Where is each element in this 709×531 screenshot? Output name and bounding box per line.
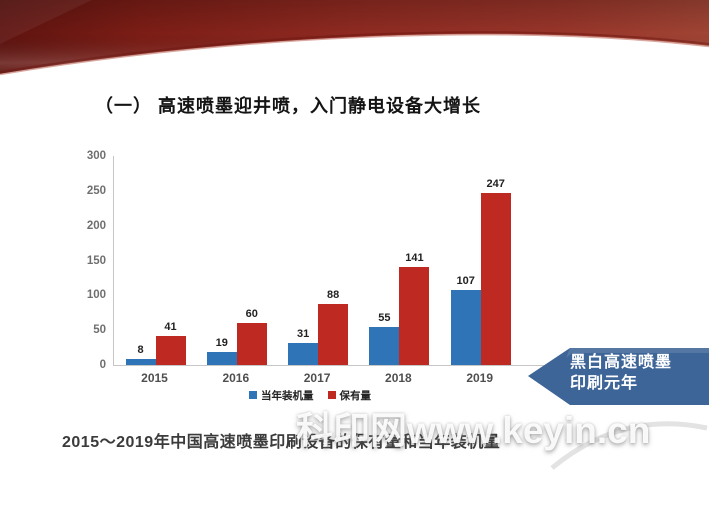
legend-label: 保有量 <box>339 389 372 402</box>
chart-legend: 当年装机量 保有量 <box>150 388 470 402</box>
bar-2016-当年装机量 <box>206 352 237 365</box>
y-tick-label: 150 <box>86 254 106 267</box>
y-tick-label: 250 <box>86 184 106 197</box>
bar-value-label: 60 <box>245 308 258 320</box>
bar-value-label: 107 <box>456 275 475 287</box>
legend-item: 当年装机量 <box>249 388 314 403</box>
y-tick-label: 100 <box>86 289 106 302</box>
chart-caption: 2015～2019年中国高速喷墨印刷设备的保有量和当年装机量 <box>62 434 501 451</box>
bar-2018-保有量 <box>399 267 430 365</box>
callout-line1: 黑白高速喷墨 <box>570 354 673 371</box>
legend-label: 当年装机量 <box>261 389 314 402</box>
y-tick-label: 300 <box>86 150 106 162</box>
bar-2017-当年装机量 <box>288 343 319 365</box>
x-tick-label: 2016 <box>222 371 250 385</box>
page-title: （一） 高速喷墨迎井喷，入门静电设备大增长 <box>95 96 481 116</box>
bar-value-label: 41 <box>164 321 177 333</box>
callout-arrow <box>528 348 709 405</box>
bar-2017-保有量 <box>318 304 349 365</box>
bar-2019-保有量 <box>480 193 511 365</box>
x-tick-label: 2018 <box>385 371 412 385</box>
header-ribbon-decoration <box>0 0 709 76</box>
callout-line2: 印刷元年 <box>570 375 639 392</box>
bar-value-label: 8 <box>137 344 144 356</box>
bar-value-label: 247 <box>486 178 505 190</box>
bar-2015-保有量 <box>155 336 186 365</box>
y-tick-label: 50 <box>93 324 106 337</box>
y-tick-label: 0 <box>99 359 106 371</box>
plot-area: 8 41 19 60 31 88 55 141 107 247 <box>113 156 546 366</box>
legend-swatch-icon <box>249 391 257 399</box>
site-watermark: 科印网www.keyin.cn <box>296 410 651 451</box>
bar-2016-保有量 <box>236 323 267 365</box>
x-tick-label: 2015 <box>141 371 168 385</box>
bar-2019-当年装机量 <box>450 290 481 365</box>
bar-2015-当年装机量 <box>125 359 156 365</box>
bar-value-label: 19 <box>215 337 228 349</box>
bar-value-label: 55 <box>378 312 391 324</box>
callout-text: 黑白高速喷墨 印刷元年 <box>570 352 672 394</box>
bar-value-label: 141 <box>405 252 424 264</box>
legend-swatch-icon <box>327 391 336 399</box>
y-tick-label: 200 <box>86 219 106 232</box>
x-tick-label: 2019 <box>466 371 494 385</box>
bar-value-label: 31 <box>296 328 310 340</box>
x-tick-label: 2017 <box>303 371 331 385</box>
bar-2018-当年装机量 <box>369 327 400 365</box>
legend-item: 保有量 <box>327 388 372 403</box>
y-axis: 0 50 100 150 200 250 300 <box>64 0 106 531</box>
bar-value-label: 88 <box>326 289 340 301</box>
callout-arrow-shape <box>528 348 709 405</box>
